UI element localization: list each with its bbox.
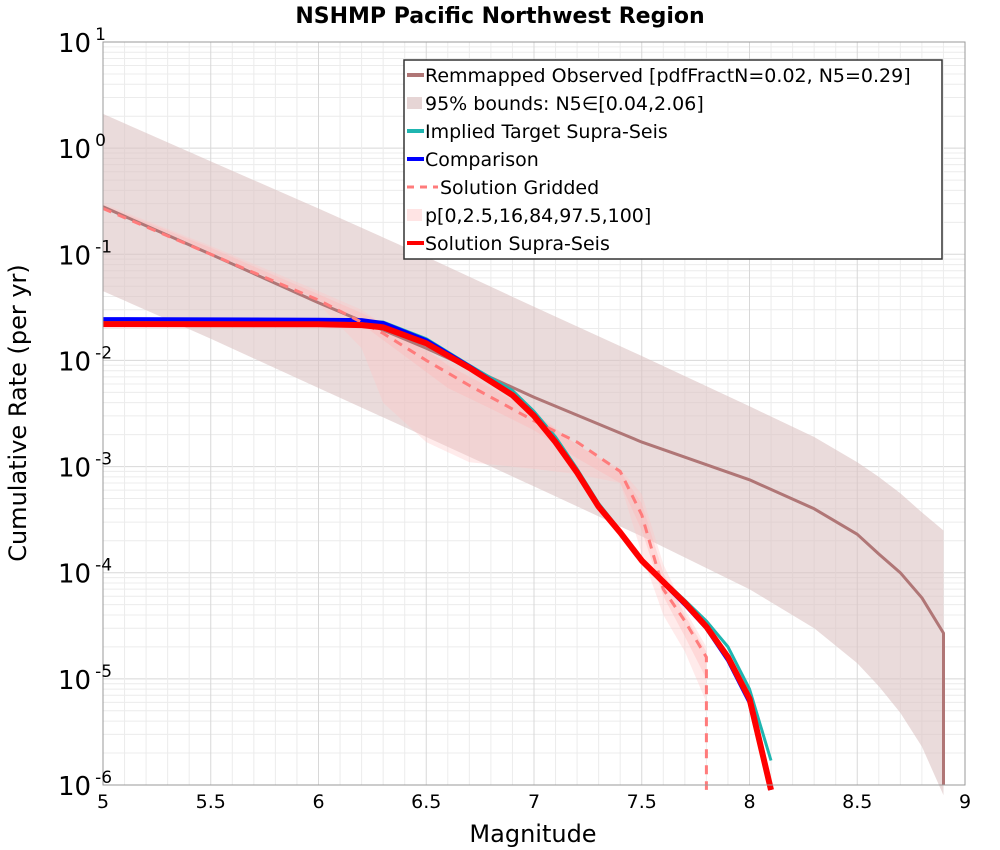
y-tick-label: 10 -6 — [58, 768, 112, 802]
confidence-band — [103, 113, 944, 796]
y-tick-label: 10 -3 — [58, 450, 112, 484]
x-tick-label: 6.5 — [411, 791, 441, 813]
x-tick-label: 7.5 — [627, 791, 657, 813]
x-tick-label: 8 — [743, 791, 755, 813]
x-tick-label: 8.5 — [842, 791, 872, 813]
confidence-band — [103, 203, 707, 703]
series-line — [102, 321, 774, 791]
x-tick-label: 9 — [959, 791, 971, 813]
y-axis-label: Cumulative Rate (per yr) — [4, 264, 32, 562]
legend-label: Comparison — [425, 149, 539, 171]
legend-box — [403, 59, 943, 260]
legend-swatch — [407, 209, 422, 221]
y-tick-label: 10 -1 — [58, 237, 112, 271]
legend-label: 95% bounds: N5∈[0.04,2.06] — [425, 93, 704, 115]
chart-title: NSHMP Pacific Northwest Region — [295, 4, 704, 29]
plot-frame — [102, 41, 966, 786]
x-axis-label: Magnitude — [469, 820, 596, 848]
legend-swatch — [407, 97, 422, 109]
x-tick-label: 6 — [312, 791, 324, 813]
legend-label: Solution Gridded — [440, 177, 599, 199]
plot-area: 5 5.5 6 6.5 7 7.5 8 8.5 9 10-6 10-5 10-4 10-3 10 -2 10-… — [58, 25, 971, 813]
legend-label: p[0,2.5,16,84,97.5,100] — [425, 205, 651, 227]
legend-label: Remmapped Observed [pdfFractN=0.02, N5=0… — [425, 65, 911, 87]
y-tick-label: 10 1 — [58, 25, 106, 59]
x-tick-label: 5 — [97, 791, 109, 813]
x-tick-label: 5.5 — [196, 791, 226, 813]
legend-label: Solution Supra-Seis — [425, 233, 610, 255]
legend: Remmapped Observed [pdfFractN=0.02, N5=0… — [403, 59, 943, 260]
series-line — [102, 207, 708, 790]
legend-label: Implied Target Supra-Seis — [425, 121, 668, 143]
y-tick-label: 10 -4 — [58, 556, 112, 590]
series-line — [102, 205, 945, 785]
x-tick-label: 7 — [528, 791, 540, 813]
y-tick-label: 10 -5 — [58, 662, 112, 696]
y-tick-label: 10 0 — [58, 131, 106, 165]
y-tick-label: 10 -2 — [58, 343, 112, 377]
